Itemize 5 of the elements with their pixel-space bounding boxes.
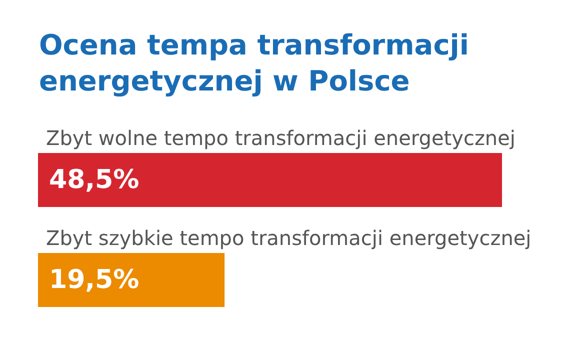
chart-title: Ocena tempa transformacji energetycznej w Polsce — [39, 28, 479, 98]
data-label: 48,5% — [49, 165, 140, 195]
y-tick-label: Zbyt szybkie tempo transformacji energetycznej — [46, 226, 532, 250]
y-tick-label: Zbyt wolne tempo transformacji energetycznej — [46, 126, 516, 150]
data-label: 19,5% — [49, 265, 140, 295]
